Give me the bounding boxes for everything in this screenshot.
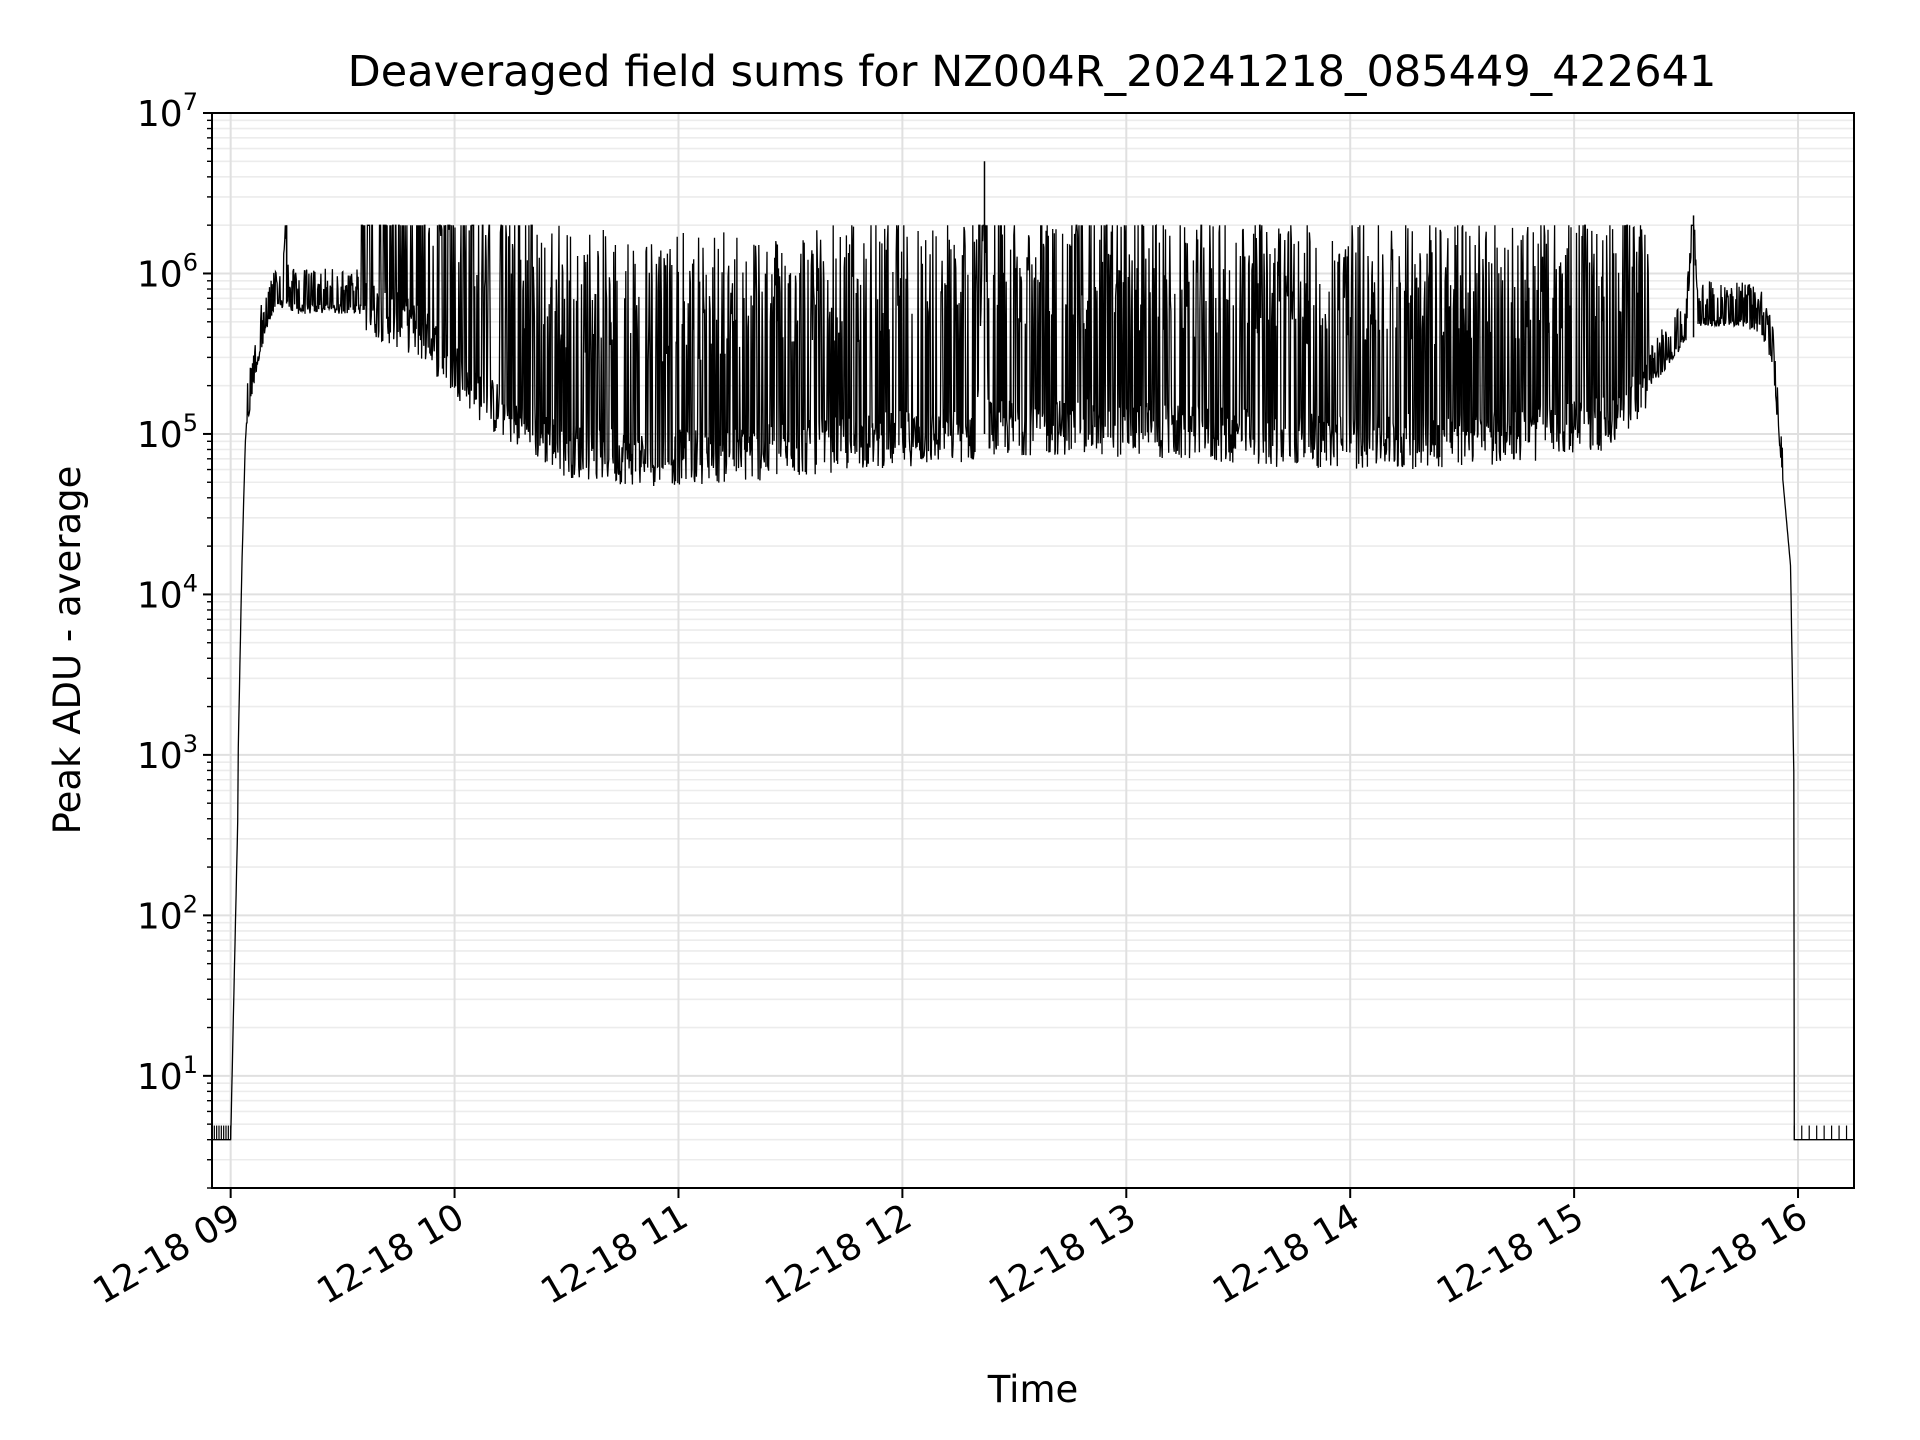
y-tick-label: 107 bbox=[137, 88, 198, 135]
y-tick-base: 10 bbox=[137, 254, 183, 295]
chart-title: Deaveraged field sums for NZ004R_2024121… bbox=[348, 47, 1717, 97]
y-tick-label: 102 bbox=[137, 890, 198, 937]
series-line bbox=[212, 224, 1854, 1141]
y-tick-label: 106 bbox=[137, 248, 198, 295]
gridlines bbox=[212, 112, 1854, 1189]
series-layer bbox=[211, 161, 1855, 1141]
y-tick-label: 103 bbox=[137, 730, 198, 777]
y-tick-exponent: 5 bbox=[183, 409, 198, 437]
y-tick-base: 10 bbox=[137, 575, 183, 616]
y-tick-exponent: 6 bbox=[183, 248, 198, 276]
y-tick-exponent: 7 bbox=[183, 88, 198, 116]
y-tick-label: 101 bbox=[137, 1051, 198, 1098]
y-tick-exponent: 3 bbox=[183, 730, 198, 758]
axis-ticks bbox=[203, 112, 1800, 1198]
plot-frame bbox=[211, 112, 1855, 1189]
y-tick-base: 10 bbox=[137, 896, 183, 937]
y-axis-label: Peak ADU - average bbox=[46, 466, 89, 835]
y-tick-label: 104 bbox=[137, 569, 198, 616]
y-tick-base: 10 bbox=[137, 94, 183, 135]
y-tick-exponent: 2 bbox=[183, 890, 198, 918]
y-tick-label: 105 bbox=[137, 409, 198, 456]
y-tick-exponent: 4 bbox=[183, 569, 198, 597]
y-tick-base: 10 bbox=[137, 736, 183, 777]
y-tick-base: 10 bbox=[137, 415, 183, 456]
x-axis-label: Time bbox=[987, 1368, 1079, 1411]
y-tick-exponent: 1 bbox=[183, 1051, 198, 1079]
y-tick-base: 10 bbox=[137, 1057, 183, 1098]
